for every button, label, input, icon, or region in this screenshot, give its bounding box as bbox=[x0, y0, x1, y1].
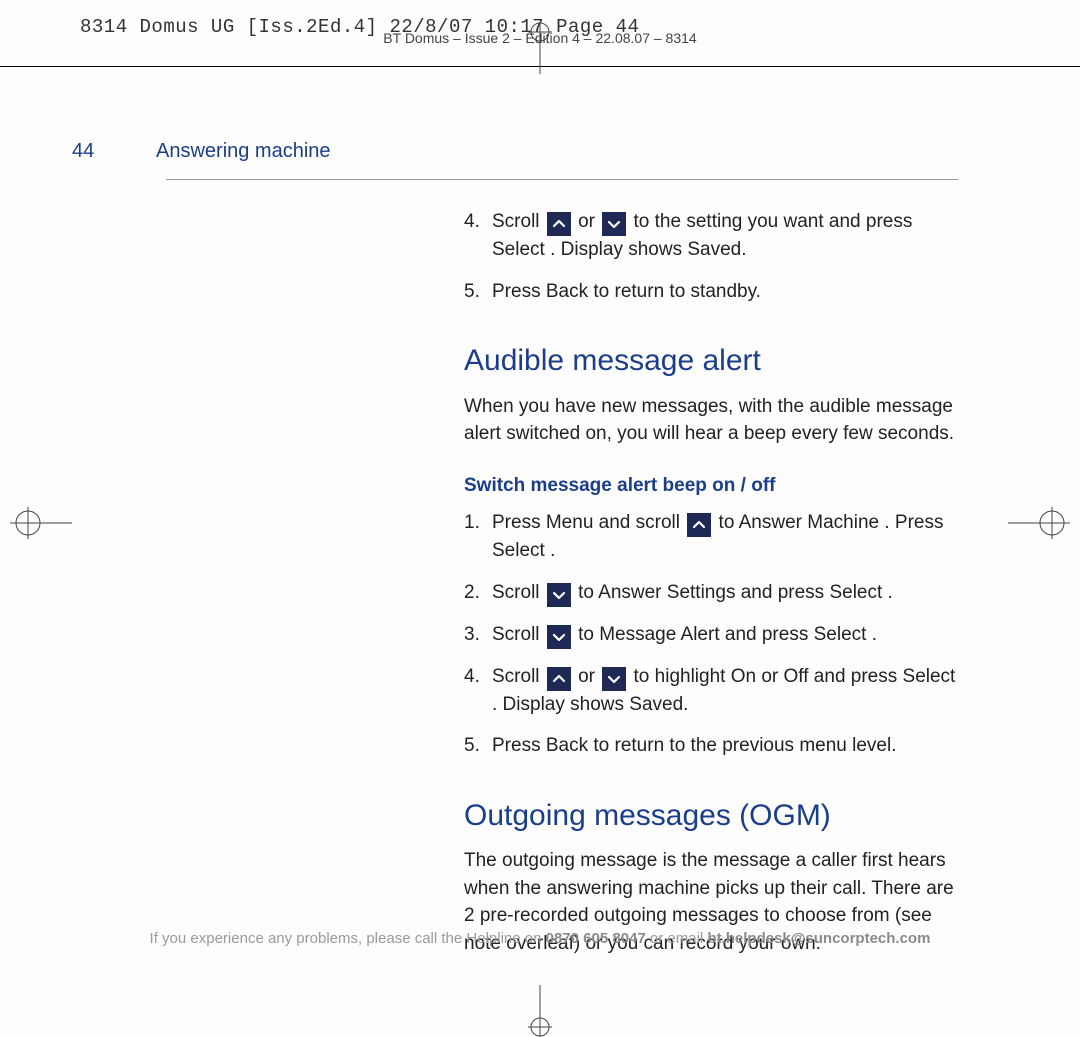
ui-label: Select bbox=[492, 239, 545, 260]
ui-label: Select bbox=[829, 582, 882, 603]
chevron-down-icon bbox=[602, 212, 626, 236]
ui-label: Menu bbox=[546, 512, 594, 533]
instruction-step: 3.Scroll to Message Alert and press Sele… bbox=[464, 621, 964, 649]
ui-label: On bbox=[731, 666, 756, 687]
step-number: 5. bbox=[464, 732, 480, 760]
footer-helpline: If you experience any problems, please c… bbox=[0, 930, 1080, 947]
step-number: 3. bbox=[464, 621, 480, 649]
instruction-step: 4.Scroll or to highlight On or Off and p… bbox=[464, 663, 964, 719]
ui-label: Select bbox=[903, 666, 956, 687]
instruction-step: 1.Press Menu and scroll to Answer Machin… bbox=[464, 509, 964, 565]
section-rule bbox=[166, 179, 958, 180]
step-number: 4. bbox=[464, 663, 480, 691]
step-number: 5. bbox=[464, 278, 480, 306]
chevron-down-icon bbox=[547, 583, 571, 607]
footer-phone: 0870 605 8047 bbox=[546, 930, 646, 947]
page-number: 44 bbox=[72, 140, 132, 163]
instruction-step: 5.Press Back to return to standby. bbox=[464, 278, 964, 306]
registration-mark-bottom bbox=[522, 985, 558, 1037]
body-column: 4.Scroll or to the setting you want and … bbox=[464, 208, 964, 958]
page: 44 Answering machine 4.Scroll or to the … bbox=[72, 140, 1032, 968]
chevron-down-icon bbox=[547, 625, 571, 649]
alert-intro: When you have new messages, with the aud… bbox=[464, 393, 964, 448]
step-number: 1. bbox=[464, 509, 480, 537]
chevron-up-icon bbox=[687, 513, 711, 537]
heading-audible-alert: Audible message alert bbox=[464, 339, 964, 383]
footer-email: bt.helpdesk@suncorptech.com bbox=[707, 930, 930, 947]
ui-label: Saved bbox=[629, 694, 683, 715]
ui-label: Back bbox=[546, 281, 588, 302]
ui-label: Message Alert bbox=[599, 624, 719, 645]
chevron-up-icon bbox=[547, 667, 571, 691]
registration-mark-left bbox=[10, 505, 72, 541]
ui-label: Saved bbox=[687, 239, 741, 260]
step-number: 4. bbox=[464, 208, 480, 236]
continued-steps: 4.Scroll or to the setting you want and … bbox=[464, 208, 964, 305]
ui-label: Back bbox=[546, 735, 588, 756]
registration-mark-top bbox=[522, 22, 558, 74]
ui-label: Answer Machine bbox=[739, 512, 879, 533]
ui-label: Select bbox=[492, 540, 545, 561]
section-title: Answering machine bbox=[156, 140, 331, 163]
ui-label: Off bbox=[784, 666, 809, 687]
ui-label: Answer Settings bbox=[598, 582, 735, 603]
step-number: 2. bbox=[464, 579, 480, 607]
subheading-switch-alert: Switch message alert beep on / off bbox=[464, 472, 964, 500]
footer-pre: If you experience any problems, please c… bbox=[150, 930, 546, 947]
alert-steps: 1.Press Menu and scroll to Answer Machin… bbox=[464, 509, 964, 760]
page-header: 44 Answering machine bbox=[72, 140, 1032, 163]
instruction-step: 4.Scroll or to the setting you want and … bbox=[464, 208, 964, 264]
ui-label: Select bbox=[814, 624, 867, 645]
heading-ogm: Outgoing messages (OGM) bbox=[464, 794, 964, 838]
footer-mid: or email bbox=[646, 930, 708, 947]
instruction-step: 5.Press Back to return to the previous m… bbox=[464, 732, 964, 760]
chevron-up-icon bbox=[547, 212, 571, 236]
chevron-down-icon bbox=[602, 667, 626, 691]
instruction-step: 2.Scroll to Answer Settings and press Se… bbox=[464, 579, 964, 607]
